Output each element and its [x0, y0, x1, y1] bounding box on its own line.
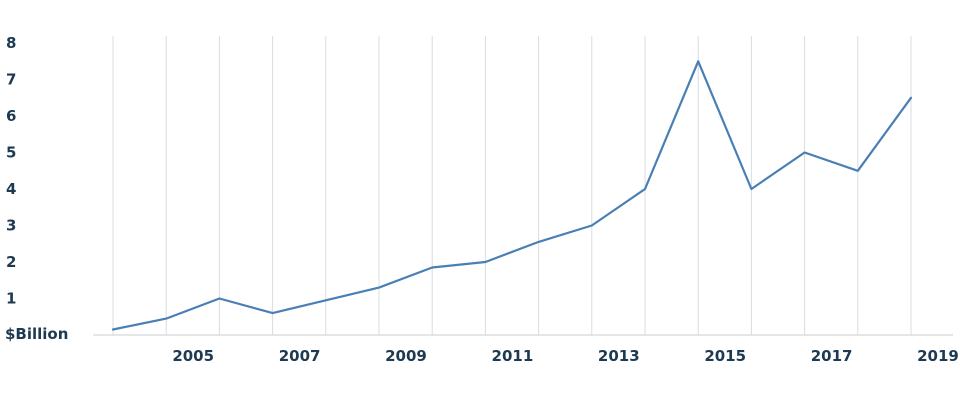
x-tick-label: 2009: [385, 347, 427, 365]
data-point-2009: [377, 286, 381, 290]
x-tick-label: 2013: [598, 347, 640, 365]
data-point-2008: [324, 298, 328, 302]
data-point-2010: [430, 265, 434, 269]
series-group: [111, 59, 913, 332]
x-tick-label: 2011: [492, 347, 534, 365]
data-point-2014: [643, 187, 647, 191]
y-tick-label: 6: [6, 107, 16, 125]
data-point-2012: [537, 240, 541, 244]
data-point-2005: [164, 317, 168, 321]
x-tick-label: 2015: [704, 347, 746, 365]
y-tick-label: 3: [6, 217, 16, 235]
y-tick-label: 5: [6, 144, 16, 162]
x-tick-label: 2019: [917, 347, 959, 365]
data-point-2004: [111, 328, 115, 332]
x-tick-label: 2007: [279, 347, 321, 365]
data-point-2006: [217, 297, 221, 301]
y-tick-label: 2: [6, 253, 16, 271]
data-point-2015: [696, 59, 700, 63]
y-axis-ticks: 1 2 3 4 5 6 7 8: [6, 34, 16, 308]
data-point-2018: [856, 169, 860, 173]
data-point-2019: [909, 96, 913, 100]
grid-lines: [112, 36, 912, 335]
data-point-2007: [271, 311, 275, 315]
x-tick-label: 2017: [811, 347, 853, 365]
data-point-2011: [483, 260, 487, 264]
data-point-2016: [749, 187, 753, 191]
data-point-2017: [803, 151, 807, 155]
y-tick-label: 1: [6, 290, 16, 308]
x-axis-ticks: 2005 2007 2009 2011 2013 2015 2017 2019: [172, 347, 959, 365]
x-tick-label: 2005: [172, 347, 214, 365]
data-point-2013: [590, 224, 594, 228]
series-line-0: [111, 60, 913, 331]
y-tick-label: 4: [6, 180, 16, 198]
y-tick-label: 8: [6, 34, 16, 52]
y-axis-unit-label: $Billion: [5, 325, 68, 343]
y-tick-label: 7: [6, 71, 16, 89]
